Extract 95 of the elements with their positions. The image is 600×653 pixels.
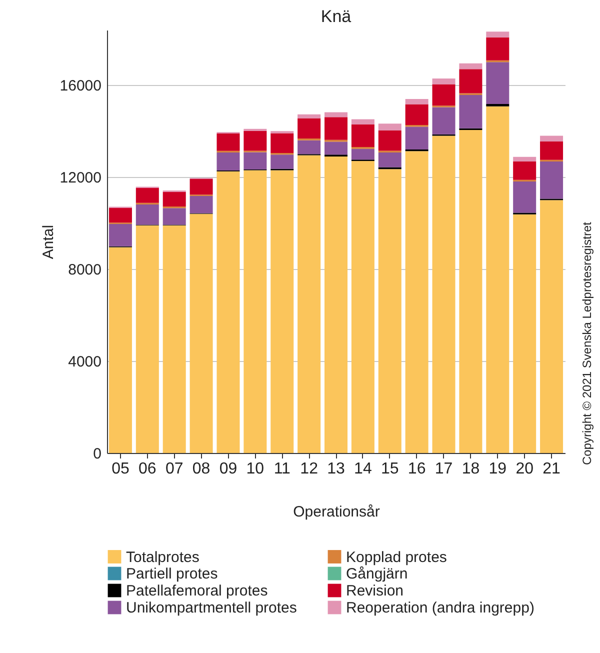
bar (540, 136, 564, 142)
bar (324, 117, 348, 140)
legend-label: Reoperation (andra ingrepp) (346, 600, 534, 616)
x-tick-label: 11 (274, 460, 291, 478)
x-axis-title: Operationsår (293, 504, 380, 520)
bar (513, 162, 536, 180)
bar (162, 192, 186, 207)
bar (270, 170, 294, 453)
bar (432, 107, 456, 134)
x-tick-label: 14 (354, 460, 372, 478)
bar (190, 214, 213, 453)
bar (136, 225, 159, 453)
x-tick-label: 18 (462, 460, 480, 478)
x-tick-label: 15 (380, 460, 399, 478)
bar (540, 162, 564, 199)
x-tick-label: 09 (219, 460, 238, 478)
bar (378, 152, 402, 168)
bar (324, 112, 348, 118)
y-tick-label: 4000 (68, 354, 102, 371)
legend-label: Gångjärn (346, 566, 408, 582)
bar (513, 156, 536, 162)
bar (432, 78, 456, 84)
bar (244, 130, 267, 151)
x-tick-label: 12 (300, 460, 318, 478)
bar (270, 154, 294, 169)
bar (405, 104, 428, 125)
bar (324, 142, 348, 155)
bar (190, 196, 213, 214)
bar (162, 208, 186, 225)
bar (244, 152, 267, 170)
bar (162, 225, 186, 453)
bar (513, 214, 536, 453)
bar (108, 224, 132, 246)
legend-label: Partiell protes (126, 566, 218, 582)
x-tick-label: 10 (246, 460, 264, 478)
bar (351, 124, 374, 148)
bar (351, 119, 374, 124)
legend-label: Unikompartmentell protes (126, 600, 297, 616)
legend-label: Revision (346, 582, 404, 600)
bar (324, 156, 348, 453)
x-tick-label: 13 (327, 460, 345, 478)
legend-label: Patellafemoral protes (126, 582, 268, 600)
y-tick-label: 8000 (68, 262, 102, 279)
bar (216, 133, 240, 151)
bar (378, 124, 402, 130)
x-tick-label: 05 (112, 460, 130, 478)
x-tick-label: 19 (488, 460, 507, 478)
x-tick-label: 07 (165, 460, 184, 478)
bar (244, 170, 267, 453)
bar (486, 37, 510, 60)
bar (378, 169, 402, 453)
bar (513, 182, 536, 213)
x-tick-label: 21 (542, 460, 561, 478)
bar (378, 130, 402, 151)
bar (405, 126, 428, 150)
legend-label: Totalprotes (126, 548, 200, 566)
bar (459, 69, 482, 94)
bar (298, 114, 321, 118)
bar (459, 130, 482, 453)
bar (108, 247, 132, 453)
bar (540, 141, 564, 160)
y-axis-title: Antal (40, 224, 57, 260)
bar (216, 171, 240, 453)
y-tick-label: 12000 (60, 170, 102, 187)
bar (405, 98, 428, 104)
bar (459, 63, 482, 70)
bar (190, 178, 213, 195)
x-tick-label: 06 (138, 460, 156, 478)
bar (486, 106, 510, 453)
bar (270, 133, 294, 153)
x-tick-label: 17 (434, 460, 453, 478)
bar (351, 148, 374, 160)
bar (108, 208, 132, 223)
y-tick-label: 0 (93, 446, 102, 462)
x-tick-label: 08 (192, 460, 210, 478)
text: Copyright © 2021 Svenska Ledprotesregistret (580, 222, 594, 465)
bar (405, 151, 428, 453)
bar (432, 84, 456, 106)
bar (216, 152, 240, 170)
bar (459, 95, 482, 128)
bar (136, 204, 159, 225)
y-tick-label: 16000 (60, 78, 102, 95)
bar (298, 140, 321, 154)
bar (351, 161, 374, 453)
bar (432, 136, 456, 453)
x-tick-label: 20 (516, 460, 534, 478)
bar (298, 118, 321, 139)
bar (136, 188, 159, 203)
chart-title: Knä (320, 7, 352, 26)
x-tick-label: 16 (408, 460, 426, 478)
bar (298, 155, 321, 453)
bar (486, 32, 510, 38)
bar (540, 200, 564, 453)
legend-label: Kopplad protes (346, 548, 447, 566)
bar (486, 62, 510, 104)
